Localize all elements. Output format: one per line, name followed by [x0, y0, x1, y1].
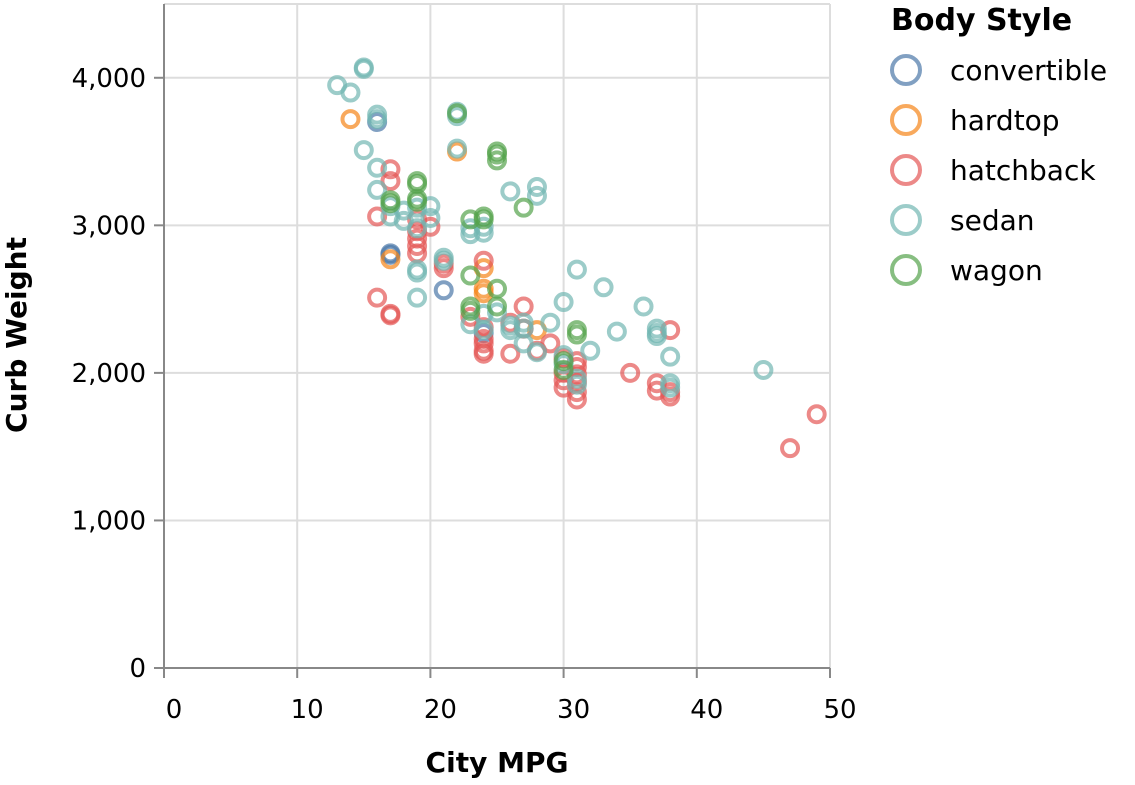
y-tick-label: 2,000 — [72, 359, 146, 389]
data-point — [513, 333, 534, 354]
data-point — [433, 280, 454, 301]
data-point — [753, 359, 774, 380]
axes: 0 10 20 30 40 50 0 1,000 2,000 3,000 4,000 — [72, 4, 857, 725]
legend-symbol — [890, 54, 922, 86]
data-point — [553, 292, 574, 313]
data-point — [473, 343, 494, 364]
legend-symbol — [890, 204, 922, 236]
x-tick-label: 50 — [823, 695, 856, 725]
legend-symbol — [890, 104, 922, 136]
data-point — [553, 351, 574, 372]
legend-label: hardtop — [950, 104, 1060, 137]
data-point — [580, 340, 601, 361]
y-axis-title: Curb Weight — [0, 237, 33, 433]
y-tick-label: 1,000 — [72, 506, 146, 536]
data-point — [433, 247, 454, 268]
data-point — [380, 305, 401, 326]
x-axis-title: City MPG — [426, 746, 569, 779]
data-point — [540, 312, 561, 333]
data-point — [380, 190, 401, 211]
data-point — [566, 259, 587, 280]
data-point — [660, 346, 681, 367]
data-points — [327, 57, 827, 459]
data-point — [487, 296, 507, 317]
data-point — [566, 324, 587, 345]
legend-label: sedan — [950, 204, 1035, 237]
data-point — [420, 216, 441, 237]
x-tick-label: 20 — [424, 695, 457, 725]
data-point — [540, 333, 561, 354]
data-point — [367, 179, 388, 200]
data-point — [620, 362, 641, 383]
data-point — [606, 321, 627, 342]
data-point — [407, 259, 428, 280]
data-point — [513, 296, 534, 317]
legend-symbol — [890, 254, 922, 286]
y-tick-label: 4,000 — [72, 64, 146, 94]
data-point — [646, 326, 667, 346]
data-point — [447, 103, 468, 124]
data-point — [407, 228, 428, 249]
legend-symbol — [890, 154, 922, 186]
data-point — [487, 141, 507, 162]
data-point — [367, 157, 388, 178]
data-point — [367, 206, 388, 227]
legend-label: convertible — [950, 54, 1107, 87]
data-point — [526, 185, 547, 206]
data-point — [460, 300, 481, 321]
data-point — [367, 287, 388, 308]
data-point — [380, 171, 401, 192]
data-point — [380, 249, 401, 270]
data-point — [407, 218, 428, 239]
legend-title: Body Style — [891, 3, 1072, 38]
data-point — [553, 359, 574, 380]
y-tick-label: 3,000 — [72, 211, 146, 241]
data-point — [513, 197, 534, 218]
data-point — [340, 109, 361, 130]
data-point — [780, 438, 801, 459]
data-point — [407, 287, 428, 308]
data-point — [473, 250, 494, 271]
data-point — [473, 206, 494, 227]
data-point — [487, 150, 507, 171]
gridlines — [163, 3, 831, 669]
x-tick-label: 30 — [557, 695, 590, 725]
x-tick-label: 0 — [166, 695, 183, 725]
data-point — [500, 343, 521, 364]
data-point — [806, 404, 827, 425]
data-point — [660, 373, 681, 394]
data-point — [513, 312, 534, 333]
data-point — [353, 140, 374, 161]
data-point — [526, 342, 547, 363]
legend: convertible hardtop hatchback sedan wagon — [890, 54, 1107, 287]
legend-label: hatchback — [950, 154, 1096, 187]
x-tick-label: 10 — [291, 695, 324, 725]
data-point — [566, 368, 587, 389]
data-point — [593, 277, 614, 298]
data-point — [353, 57, 374, 78]
y-tick-label: 0 — [129, 654, 146, 684]
data-point — [380, 159, 401, 180]
x-tick-label: 40 — [690, 695, 723, 725]
data-point — [633, 296, 654, 317]
data-point — [367, 109, 388, 130]
data-point — [500, 181, 521, 202]
data-point — [460, 265, 481, 286]
data-point — [340, 82, 361, 103]
data-point — [526, 176, 547, 197]
data-point — [407, 188, 428, 209]
data-point — [447, 138, 468, 159]
legend-label: wagon — [950, 254, 1043, 287]
data-point — [420, 207, 441, 228]
